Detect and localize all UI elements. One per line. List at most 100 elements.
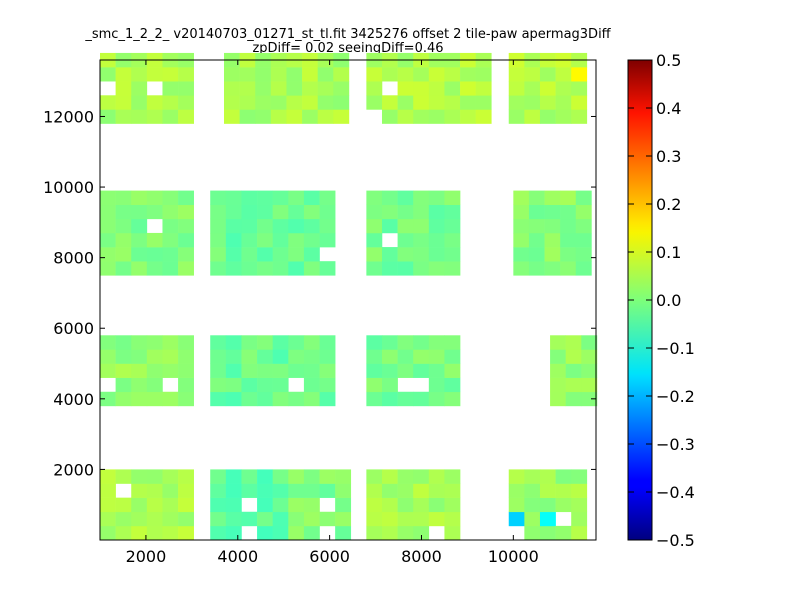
heatmap-cells bbox=[100, 52, 598, 541]
heatmap-cell bbox=[428, 349, 445, 364]
heatmap-cell bbox=[115, 67, 132, 82]
heatmap-cell bbox=[397, 204, 414, 220]
heatmap-cell bbox=[444, 190, 461, 206]
heatmap-cell bbox=[413, 232, 430, 248]
heatmap-cell bbox=[255, 109, 272, 124]
heatmap-cell bbox=[146, 95, 163, 110]
plot-frame bbox=[99, 59, 597, 541]
heatmap-cell bbox=[178, 232, 194, 248]
heatmap-cell bbox=[319, 261, 336, 276]
heatmap-cell bbox=[178, 81, 194, 96]
heatmap-cell bbox=[288, 469, 305, 484]
heatmap-cell bbox=[508, 483, 525, 498]
heatmap-cell bbox=[575, 204, 592, 220]
y-tick-label: 6000 bbox=[53, 319, 94, 338]
heatmap-cell bbox=[225, 232, 242, 248]
heatmap-cell bbox=[224, 81, 240, 96]
heatmap-cell bbox=[413, 247, 430, 262]
heatmap-cell bbox=[397, 349, 414, 364]
heatmap-cell bbox=[575, 261, 592, 276]
heatmap-cell bbox=[524, 109, 541, 124]
heatmap-cell bbox=[366, 67, 383, 82]
heatmap-cell bbox=[366, 95, 383, 110]
heatmap-cell bbox=[428, 469, 445, 484]
y-tick-label: 10000 bbox=[43, 178, 94, 197]
y-tick-label: 8000 bbox=[53, 249, 94, 268]
heatmap-cell bbox=[225, 525, 242, 541]
heatmap-cell bbox=[178, 261, 194, 276]
colorbar-tick-label: 0.4 bbox=[656, 99, 681, 118]
heatmap-cell bbox=[100, 190, 116, 206]
heatmap-cell bbox=[178, 204, 194, 220]
heatmap-cell bbox=[571, 469, 588, 484]
heatmap-cell bbox=[571, 483, 588, 498]
heatmap-cell bbox=[257, 363, 273, 378]
heatmap-cell bbox=[210, 469, 227, 484]
heatmap-cell bbox=[528, 190, 545, 206]
heatmap-cell bbox=[162, 469, 179, 484]
heatmap-cell bbox=[560, 218, 577, 234]
heatmap-cell bbox=[225, 218, 242, 234]
heatmap-cell bbox=[288, 497, 305, 513]
heatmap-cell bbox=[555, 525, 572, 541]
heatmap-cell bbox=[178, 349, 194, 364]
heatmap-cell bbox=[288, 261, 305, 276]
heatmap-cell bbox=[257, 204, 273, 220]
heatmap-cell bbox=[335, 483, 352, 498]
heatmap-cell bbox=[131, 511, 148, 527]
heatmap-cell bbox=[239, 67, 256, 82]
heatmap-cell bbox=[565, 349, 582, 364]
heatmap-cell bbox=[366, 497, 383, 513]
heatmap-cell bbox=[397, 261, 414, 276]
heatmap-cell bbox=[381, 247, 398, 262]
heatmap-cell bbox=[288, 190, 305, 206]
heatmap-cell bbox=[565, 335, 582, 350]
heatmap-cell bbox=[241, 483, 258, 498]
heatmap-cell bbox=[413, 483, 430, 498]
heatmap-cell bbox=[303, 190, 320, 206]
heatmap-cell bbox=[162, 218, 179, 234]
heatmap-cell bbox=[225, 363, 242, 378]
heatmap-cell bbox=[544, 190, 561, 206]
heatmap-cell bbox=[319, 335, 336, 350]
heatmap-cell bbox=[210, 261, 227, 276]
heatmap-cell bbox=[178, 497, 194, 513]
heatmap-cell bbox=[544, 218, 561, 234]
heatmap-cell bbox=[288, 349, 305, 364]
heatmap-cell bbox=[366, 349, 383, 364]
heatmap-cell bbox=[225, 377, 242, 393]
heatmap-cell bbox=[303, 247, 320, 262]
heatmap-cell bbox=[460, 95, 476, 110]
heatmap-cell bbox=[257, 511, 273, 527]
colorbar-tick-label: 0.3 bbox=[656, 147, 681, 166]
heatmap-cell bbox=[146, 377, 163, 393]
heatmap-cell bbox=[162, 67, 179, 82]
heatmap-cell bbox=[444, 261, 461, 276]
heatmap-cell bbox=[131, 67, 148, 82]
heatmap-cell bbox=[115, 218, 132, 234]
heatmap-cell bbox=[146, 497, 163, 513]
heatmap-cell bbox=[178, 218, 194, 234]
heatmap-cell bbox=[397, 363, 414, 378]
heatmap-cell bbox=[162, 497, 179, 513]
heatmap-cell bbox=[224, 95, 240, 110]
heatmap-cell bbox=[146, 109, 163, 124]
heatmap-cell bbox=[288, 218, 305, 234]
heatmap-cell bbox=[288, 525, 305, 541]
heatmap-cell bbox=[115, 469, 132, 484]
heatmap-cell bbox=[288, 247, 305, 262]
heatmap-cell bbox=[581, 363, 598, 378]
heatmap-cell bbox=[115, 190, 132, 206]
heatmap-cell bbox=[528, 204, 545, 220]
heatmap-cell bbox=[115, 247, 132, 262]
heatmap-cell bbox=[286, 95, 303, 110]
heatmap-cell bbox=[555, 95, 572, 110]
colorbar-tick-label: −0.1 bbox=[656, 339, 695, 358]
heatmap-cell bbox=[115, 261, 132, 276]
heatmap-cell bbox=[444, 469, 461, 484]
y-tick-label: 12000 bbox=[43, 107, 94, 126]
heatmap-cell bbox=[146, 483, 163, 498]
heatmap-cell bbox=[272, 391, 289, 407]
heatmap-cell bbox=[381, 190, 398, 206]
heatmap-cell bbox=[131, 261, 148, 276]
